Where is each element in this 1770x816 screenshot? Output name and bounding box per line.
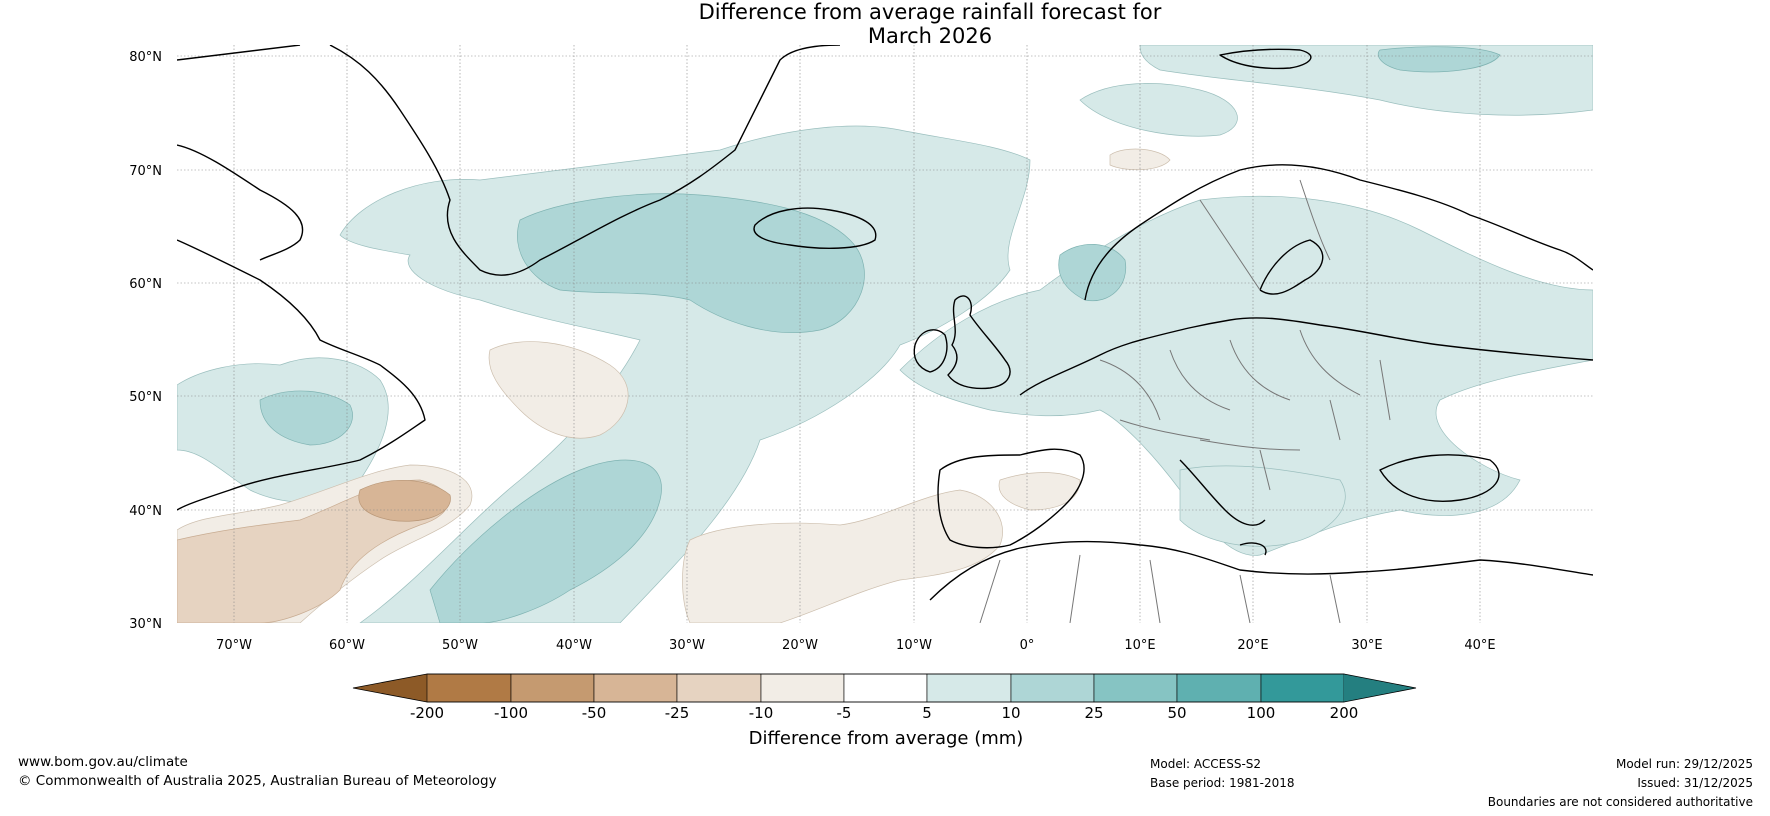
- colorbar-tick-label: -100: [494, 704, 528, 722]
- colorbar-tick-label: 5: [922, 704, 932, 722]
- footer-left: www.bom.gov.au/climate © Commonwealth of…: [18, 753, 497, 791]
- rainfall-anomaly-fields: [177, 45, 1593, 623]
- copyright-text: © Commonwealth of Australia 2025, Austra…: [18, 773, 497, 789]
- lon-label-30w: 30°W: [669, 638, 705, 653]
- coastline-black-sea: [1379, 454, 1500, 502]
- coastline-continental-europe: [1019, 317, 1593, 396]
- wet-region-greece: [1179, 465, 1346, 547]
- colorbar-bin-2: [510, 673, 595, 703]
- map-area: [177, 45, 1593, 623]
- colorbar-tick-label: 100: [1247, 704, 1276, 722]
- lat-label-40n: 40°N: [129, 504, 162, 519]
- colorbar-ticks: -200 -100 -50 -25 -10 -5 5 10 25 50 100 …: [410, 704, 1358, 722]
- lon-label-50w: 50°W: [442, 638, 478, 653]
- lon-label-30e: 30°E: [1351, 638, 1382, 653]
- lon-label-60w: 60°W: [329, 638, 365, 653]
- colorbar-bin-4: [676, 673, 762, 703]
- colorbar-bin-11: [1260, 673, 1345, 703]
- colorbar-tick-label: -25: [665, 704, 690, 722]
- footer-run-info: Model run: 29/12/2025 Issued: 31/12/2025…: [1488, 755, 1753, 812]
- border-lines-central-europe: [1099, 329, 1391, 491]
- wet-region-newfoundland-core: [259, 390, 353, 446]
- lon-label-70w: 70°W: [216, 638, 252, 653]
- lat-label-60n: 60°N: [129, 277, 162, 292]
- coastline-baffin: [177, 144, 304, 261]
- latitude-axis: 80°N 70°N 60°N 50°N 40°N 30°N: [129, 50, 162, 632]
- colorbar-bin-7: [926, 673, 1012, 703]
- colorbar-outline: [352, 673, 1417, 703]
- colorbar-extend-high: [1344, 674, 1416, 702]
- lat-label-50n: 50°N: [129, 390, 162, 405]
- dry-region-norwegian-sea: [1109, 148, 1171, 171]
- lon-label-0: 0°: [1020, 638, 1035, 653]
- boundaries-disclaimer: Boundaries are not considered authoritat…: [1487, 795, 1753, 809]
- lon-label-20e: 20°E: [1237, 638, 1268, 653]
- wet-region-norway-core: [1058, 243, 1127, 302]
- colorbar-tick-label: -5: [837, 704, 852, 722]
- colorbar-tick-label: 10: [1001, 704, 1020, 722]
- coastline-ireland: [913, 329, 948, 373]
- colorbar-tick-label: 50: [1167, 704, 1186, 722]
- dry-region-canaries: [682, 489, 1003, 623]
- colorbar-bin-3: [593, 673, 678, 703]
- colorbar-tick-label: 200: [1330, 704, 1359, 722]
- border-lines-north-africa: [979, 554, 1341, 623]
- lon-label-40e: 40°E: [1464, 638, 1495, 653]
- colorbar-tick-label: -10: [749, 704, 774, 722]
- colorbar-bin-5: [760, 673, 845, 703]
- coastline-mediterranean-south: [929, 540, 1593, 601]
- map-title: Difference from average rainfall forecas…: [0, 0, 1770, 48]
- model-run-date: Model run: 29/12/2025: [1615, 757, 1753, 771]
- graticule: [177, 45, 1593, 623]
- colorbar: [352, 673, 1417, 703]
- dry-region-azores-north: [488, 341, 629, 439]
- coastline-iberia: [937, 448, 1085, 549]
- lon-label-10w: 10°W: [896, 638, 932, 653]
- colorbar-label: Difference from average (mm): [749, 728, 1024, 749]
- issued-date: Issued: 31/12/2025: [1637, 776, 1753, 790]
- lat-label-80n: 80°N: [129, 50, 162, 65]
- coastline-labrador: [177, 239, 426, 511]
- colorbar-tick-label: -200: [410, 704, 444, 722]
- colorbar-tick-label: -50: [582, 704, 607, 722]
- coastline-svalbard: [1219, 48, 1312, 70]
- longitude-axis: 70°W 60°W 50°W 40°W 30°W 20°W 10°W 0° 10…: [216, 638, 1496, 653]
- map-title-line-2: March 2026: [867, 24, 993, 48]
- wet-region-midatlantic-core: [429, 459, 662, 623]
- colorbar-bin-8: [1010, 673, 1095, 703]
- footer-model-info: Model: ACCESS-S2 Base period: 1981-2018: [1150, 755, 1295, 793]
- coastline-britain: [947, 295, 1011, 390]
- base-period: Base period: 1981-2018: [1150, 776, 1295, 790]
- coastline-iceland: [753, 207, 877, 249]
- lat-label-30n: 30°N: [129, 617, 162, 632]
- wet-region-barents: [1079, 83, 1238, 137]
- coastline-italy: [1179, 459, 1267, 556]
- colorbar-tick-label: 25: [1084, 704, 1103, 722]
- border-lines-scandinavia: [1199, 179, 1331, 291]
- wet-region-atlantic-core: [517, 193, 865, 333]
- colorbar-extend-low: [353, 674, 427, 702]
- lon-label-20w: 20°W: [782, 638, 818, 653]
- coastline-greenland: [177, 45, 841, 276]
- lon-label-10e: 10°E: [1124, 638, 1155, 653]
- colorbar-bin-10: [1176, 673, 1262, 703]
- country-borders: [979, 179, 1391, 623]
- coastline-scandinavia: [1084, 164, 1593, 301]
- colorbar-bin-1: [426, 673, 512, 703]
- website-link[interactable]: www.bom.gov.au/climate: [18, 754, 188, 770]
- map-title-line-1: Difference from average rainfall forecas…: [698, 0, 1162, 24]
- model-name: Model: ACCESS-S2: [1150, 757, 1262, 771]
- dry-region-subtropics-west-peak: [358, 480, 451, 522]
- colorbar-bin-9: [1093, 673, 1178, 703]
- colorbar-bin-6: [843, 673, 928, 703]
- lat-label-70n: 70°N: [129, 164, 162, 179]
- lon-label-40w: 40°W: [556, 638, 592, 653]
- coastlines: [177, 45, 1593, 601]
